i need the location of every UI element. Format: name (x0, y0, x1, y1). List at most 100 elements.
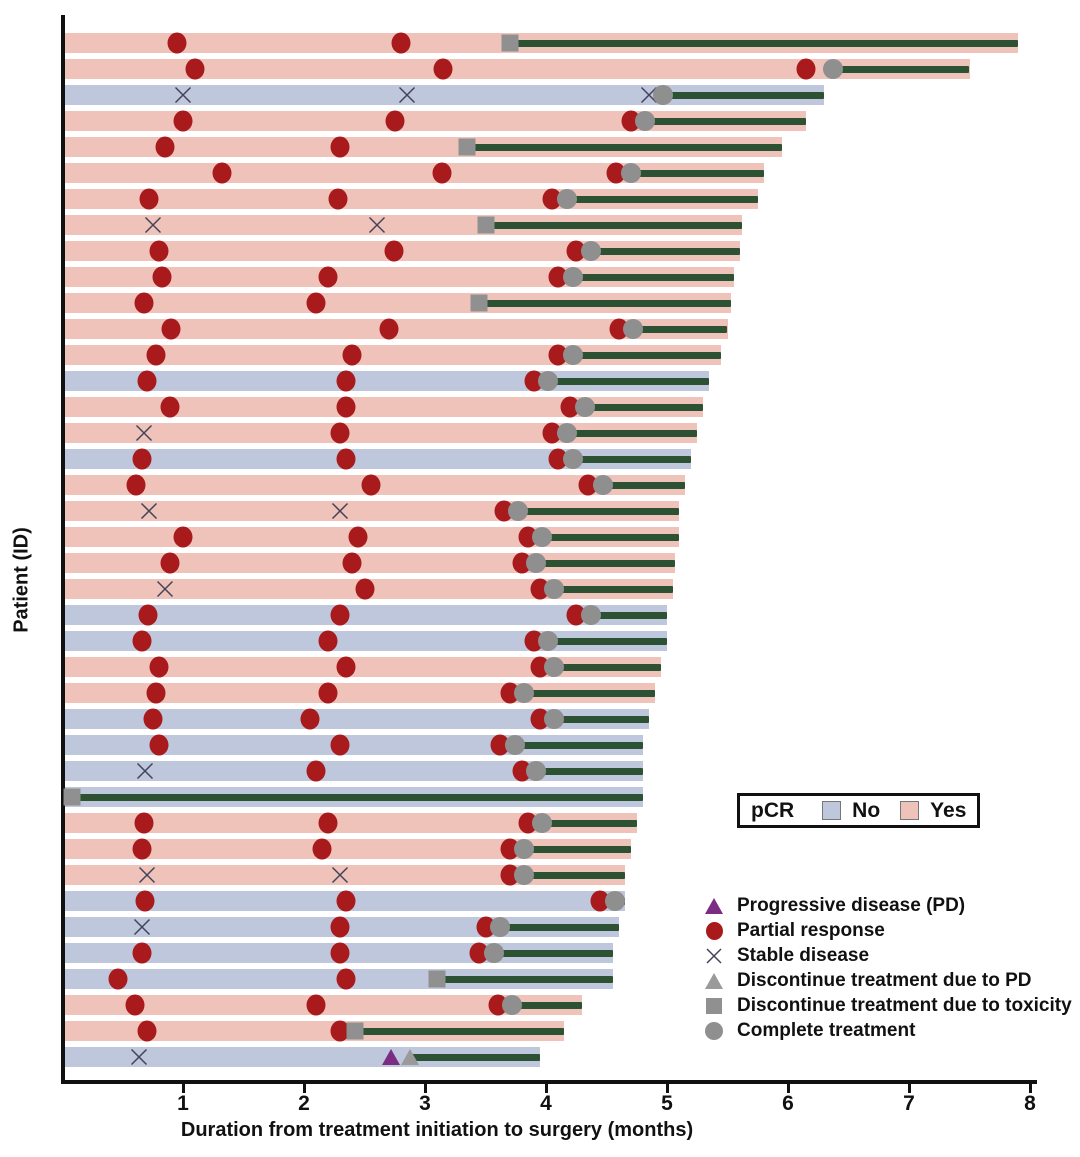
treatment-to-surgery-line (467, 143, 782, 151)
partial-response-marker (149, 240, 169, 262)
complete-treatment-marker (580, 241, 601, 261)
partial-response-marker (336, 370, 356, 392)
partial-response-marker (135, 890, 155, 912)
stable-disease-marker (140, 502, 159, 521)
treatment-to-surgery-line (536, 767, 643, 775)
stable-disease-marker (367, 216, 386, 235)
discontinue-toxicity-marker (458, 138, 476, 156)
complete-treatment-marker (514, 839, 535, 859)
stable-disease-marker (155, 580, 174, 599)
partial-response-marker (212, 162, 232, 184)
legend-item-discontinue-toxicity: Discontinue treatment due to toxicity (703, 993, 1072, 1018)
partial-response-marker (139, 188, 159, 210)
x-axis-tick (424, 1084, 427, 1093)
partial-response-marker (185, 58, 205, 80)
complete-treatment-icon (703, 1021, 725, 1040)
complete-treatment-marker (562, 345, 583, 365)
complete-treatment-marker (623, 319, 644, 339)
patient-bar (65, 397, 704, 417)
treatment-to-surgery-line (493, 949, 613, 957)
complete-treatment-marker (538, 371, 559, 391)
partial-response-marker (143, 708, 163, 730)
partial-response-marker (318, 630, 338, 652)
x-axis-tick (182, 1084, 185, 1093)
treatment-to-surgery-line (633, 325, 728, 333)
treatment-to-surgery-line (536, 559, 676, 567)
treatment-to-surgery-line (542, 533, 680, 541)
treatment-to-surgery-line (630, 169, 764, 177)
patient-bar (65, 865, 625, 885)
pcr-legend: pCR No Yes (737, 793, 981, 828)
legend-item-discontinue-pd: Discontinue treatment due to PD (703, 968, 1072, 993)
partial-response-marker (126, 474, 146, 496)
partial-response-marker (160, 552, 180, 574)
x-axis-tick (666, 1084, 669, 1093)
pcr-legend-title: pCR (751, 798, 795, 822)
partial-response-marker (330, 604, 350, 626)
complete-treatment-marker (526, 761, 547, 781)
partial-response-marker (355, 578, 374, 600)
pcr-no-swatch (822, 801, 842, 820)
legend-label: Progressive disease (PD) (737, 894, 966, 916)
complete-treatment-marker (635, 111, 656, 131)
partial-response-marker (361, 474, 381, 496)
partial-response-marker (160, 396, 180, 418)
stable-disease-marker (143, 216, 162, 235)
treatment-to-surgery-line (354, 1027, 565, 1035)
stable-disease-marker (331, 866, 350, 885)
treatment-to-surgery-line (590, 247, 740, 255)
stable-disease-marker (130, 1048, 149, 1067)
x-axis-tick (303, 1084, 306, 1093)
x-axis-tick (1029, 1084, 1032, 1093)
discontinue-toxicity-marker (477, 216, 494, 234)
complete-treatment-marker (532, 813, 553, 833)
treatment-to-surgery-line (512, 1001, 583, 1009)
treatment-to-surgery-line (500, 923, 619, 931)
patient-bar (65, 813, 637, 833)
treatment-to-surgery-line (602, 481, 686, 489)
treatment-to-surgery-line (566, 429, 698, 437)
stable-disease-marker (136, 762, 155, 781)
patient-bar (65, 189, 758, 209)
x-axis-tick (545, 1084, 548, 1093)
treatment-to-surgery-line (548, 377, 710, 385)
partial-response-marker (132, 838, 152, 860)
partial-response-marker (336, 656, 356, 678)
partial-response-marker (330, 1020, 350, 1042)
complete-treatment-marker (562, 449, 583, 469)
patient-bar (65, 631, 667, 651)
complete-treatment-marker (604, 891, 625, 911)
partial-response-marker (161, 318, 181, 340)
complete-treatment-marker (490, 917, 511, 937)
patient-bar (65, 761, 643, 781)
patient-bar (65, 709, 649, 729)
treatment-to-surgery-line (524, 689, 655, 697)
patient-bar (65, 605, 667, 625)
partial-response-marker (167, 32, 187, 54)
complete-treatment-marker (538, 631, 559, 651)
treatment-to-surgery-line (542, 819, 637, 827)
partial-response-marker (134, 812, 154, 834)
treatment-to-surgery-line (479, 299, 732, 307)
partial-response-marker (137, 1020, 157, 1042)
discontinue-pd-marker (401, 1049, 420, 1065)
complete-treatment-marker (544, 709, 565, 729)
partial-response-marker (137, 370, 157, 392)
patient-bar (65, 111, 807, 131)
partial-response-marker (318, 266, 338, 288)
treatment-to-surgery-line (437, 975, 613, 983)
partial-response-marker (306, 292, 326, 314)
x-axis-tick-label: 1 (177, 1092, 189, 1115)
patient-bar (65, 1047, 540, 1067)
patient-bar (65, 163, 764, 183)
x-axis-line (61, 1080, 1037, 1084)
treatment-to-surgery-line (410, 1053, 540, 1061)
treatment-to-surgery-line (554, 663, 661, 671)
treatment-to-surgery-line (548, 637, 667, 645)
partial-response-marker (328, 188, 348, 210)
treatment-to-surgery-line (566, 195, 758, 203)
complete-treatment-marker (620, 163, 641, 183)
progressive-disease-marker (382, 1049, 401, 1065)
patient-bar (65, 839, 631, 859)
